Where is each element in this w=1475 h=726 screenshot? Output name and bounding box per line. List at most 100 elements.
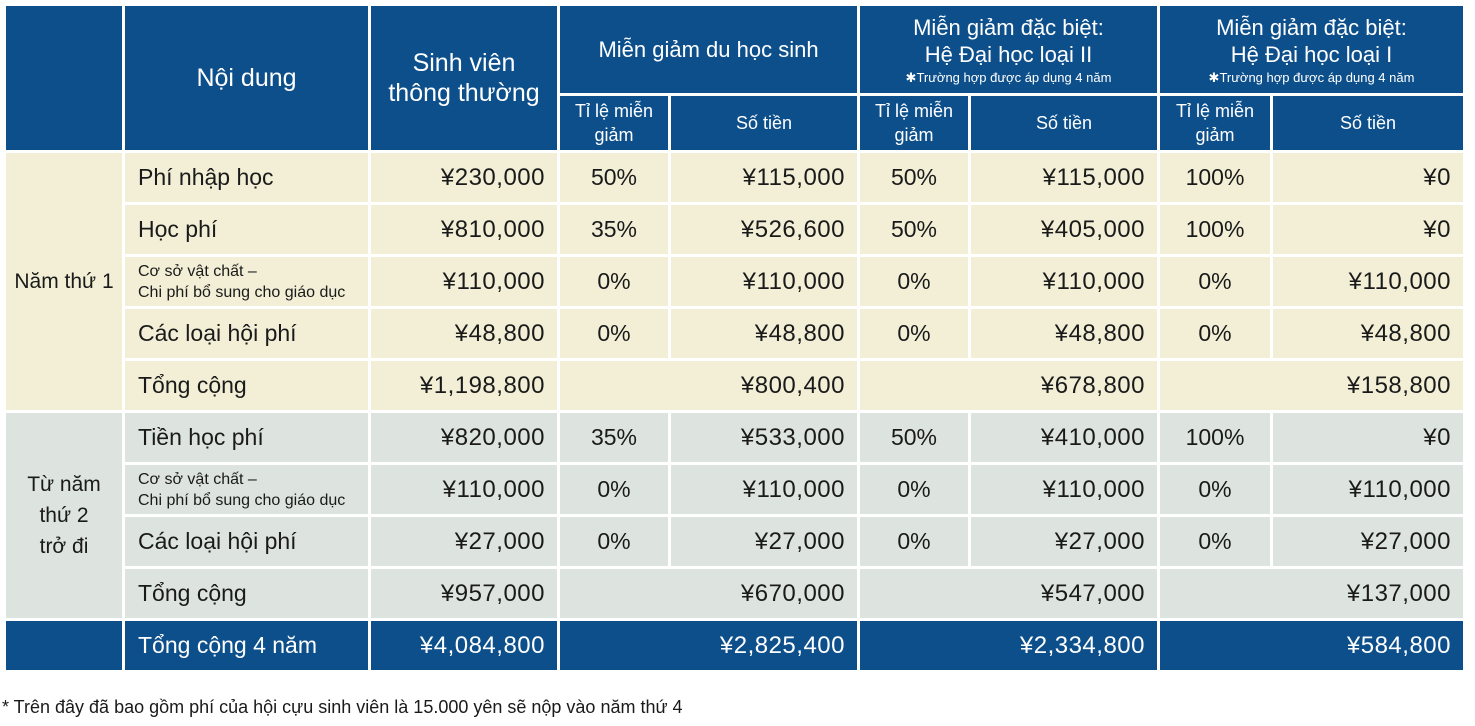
cell-rate: 100%	[1160, 413, 1270, 462]
grand-total-special2: ¥2,334,800	[860, 621, 1157, 670]
header-rate-line2: giảm	[594, 125, 634, 145]
cell-regular: ¥110,000	[371, 257, 557, 306]
header-amount-label: Số tiền	[1339, 113, 1397, 133]
header-regular-line2: thông thường	[388, 79, 540, 107]
total-special2: ¥547,000	[860, 569, 1157, 618]
grand-total-special1: ¥584,800	[1160, 621, 1463, 670]
header-rate-line2: giảm	[894, 125, 934, 145]
header-special2-line2: Hệ Đại học loại II	[924, 41, 1093, 67]
cell-rate: 100%	[1160, 153, 1270, 202]
cell-regular: ¥820,000	[371, 413, 557, 462]
grand-total-regular: ¥4,084,800	[371, 621, 557, 670]
group-year2: Từ năm thứ 2 trở đi	[6, 413, 122, 618]
header-regular: Sinh viên thông thường	[371, 6, 557, 150]
group-year1: Năm thứ 1	[6, 153, 122, 410]
cell-rate: 0%	[1160, 309, 1270, 358]
header-content-label: Nội dung	[196, 64, 297, 92]
header-intl-label: Miễn giảm du học sinh	[598, 37, 819, 62]
cell-amount: ¥48,800	[671, 309, 857, 358]
cell-amount: ¥115,000	[971, 153, 1157, 202]
row-label-line2: Chi phí bổ sung cho giáo dục	[138, 283, 346, 301]
grand-total-intl: ¥2,825,400	[560, 621, 857, 670]
cell-regular: ¥27,000	[371, 517, 557, 566]
header-special2-line1: Miễn giảm đặc biệt:	[913, 14, 1104, 40]
total-intl: ¥670,000	[560, 569, 857, 618]
total-special1: ¥158,800	[1160, 361, 1463, 410]
group-year2-line3: trở đi	[39, 535, 89, 558]
row-label-line1: Cơ sở vật chất –	[138, 262, 257, 280]
cell-rate: 0%	[860, 257, 968, 306]
header-rate-line1: Tỉ lệ miễn	[874, 101, 954, 121]
tuition-table: Nội dung Sinh viên thông thường Miễn giả…	[6, 6, 1472, 671]
cell-rate: 100%	[1160, 205, 1270, 254]
cell-rate: 50%	[860, 205, 968, 254]
cell-rate: 50%	[560, 153, 668, 202]
header-intl: Miễn giảm du học sinh	[560, 6, 857, 93]
cell-amount: ¥110,000	[971, 257, 1157, 306]
row-label-line1: Cơ sở vật chất –	[138, 470, 257, 488]
cell-amount: ¥410,000	[971, 413, 1157, 462]
cell-amount: ¥110,000	[671, 465, 857, 514]
header-rate-intl: Tỉ lệ miễn giảm	[560, 96, 668, 150]
cell-rate: 0%	[860, 465, 968, 514]
header-rate-special2: Tỉ lệ miễn giảm	[860, 96, 968, 150]
header-amount-label: Số tiền	[735, 113, 793, 133]
cell-amount: ¥0	[1273, 153, 1463, 202]
header-rate-line1: Tỉ lệ miễn	[1175, 101, 1255, 121]
row-label: Các loại hội phí	[125, 309, 368, 358]
cell-regular: ¥230,000	[371, 153, 557, 202]
grand-total-label: Tổng cộng 4 năm	[125, 621, 368, 670]
cell-amount: ¥405,000	[971, 205, 1157, 254]
grand-total-blank	[6, 621, 122, 670]
group-year1-label: Năm thứ 1	[14, 270, 114, 293]
total-regular: ¥957,000	[371, 569, 557, 618]
header-special1-note: ✱Trường hợp được áp dụng 4 năm	[1208, 69, 1415, 85]
cell-rate: 0%	[1160, 465, 1270, 514]
header-rate-special1: Tỉ lệ miễn giảm	[1160, 96, 1270, 150]
cell-amount: ¥27,000	[671, 517, 857, 566]
total-regular: ¥1,198,800	[371, 361, 557, 410]
cell-rate: 0%	[560, 465, 668, 514]
cell-amount: ¥27,000	[1273, 517, 1463, 566]
cell-amount: ¥27,000	[971, 517, 1157, 566]
row-label: Học phí	[125, 205, 368, 254]
header-amount-intl: Số tiền	[671, 96, 857, 150]
header-blank	[6, 6, 122, 150]
cell-rate: 0%	[860, 309, 968, 358]
cell-amount: ¥48,800	[971, 309, 1157, 358]
cell-rate: 50%	[860, 153, 968, 202]
row-label: Cơ sở vật chất – Chi phí bổ sung cho giá…	[125, 465, 368, 514]
cell-regular: ¥110,000	[371, 465, 557, 514]
cell-rate: 35%	[560, 413, 668, 462]
cell-rate: 50%	[860, 413, 968, 462]
total-intl: ¥800,400	[560, 361, 857, 410]
cell-rate: 0%	[560, 309, 668, 358]
footnote: * Trên đây đã bao gồm phí của hội cựu si…	[2, 697, 683, 717]
cell-rate: 35%	[560, 205, 668, 254]
header-amount-special2: Số tiền	[971, 96, 1157, 150]
cell-regular: ¥48,800	[371, 309, 557, 358]
header-rate-line2: giảm	[1195, 125, 1235, 145]
total-special2: ¥678,800	[860, 361, 1157, 410]
cell-rate: 0%	[1160, 257, 1270, 306]
row-label-total: Tổng cộng	[125, 569, 368, 618]
row-label: Phí nhập học	[125, 153, 368, 202]
header-rate-line1: Tỉ lệ miễn	[574, 101, 654, 121]
header-special2: Miễn giảm đặc biệt: Hệ Đại học loại II ✱…	[860, 6, 1157, 93]
row-label-line2: Chi phí bổ sung cho giáo dục	[138, 491, 346, 509]
group-year2-line1: Từ năm	[27, 473, 101, 496]
cell-rate: 0%	[560, 517, 668, 566]
total-special1: ¥137,000	[1160, 569, 1463, 618]
cell-amount: ¥0	[1273, 205, 1463, 254]
header-special1-line1: Miễn giảm đặc biệt:	[1216, 14, 1407, 40]
cell-amount: ¥110,000	[1273, 257, 1463, 306]
row-label: Tiền học phí	[125, 413, 368, 462]
header-amount-special1: Số tiền	[1273, 96, 1463, 150]
header-special1: Miễn giảm đặc biệt: Hệ Đại học loại I ✱T…	[1160, 6, 1463, 93]
cell-amount: ¥110,000	[1273, 465, 1463, 514]
cell-amount: ¥526,600	[671, 205, 857, 254]
cell-amount: ¥115,000	[671, 153, 857, 202]
header-special2-note: ✱Trường hợp được áp dụng 4 năm	[905, 69, 1112, 85]
row-label: Cơ sở vật chất – Chi phí bổ sung cho giá…	[125, 257, 368, 306]
cell-amount: ¥110,000	[971, 465, 1157, 514]
